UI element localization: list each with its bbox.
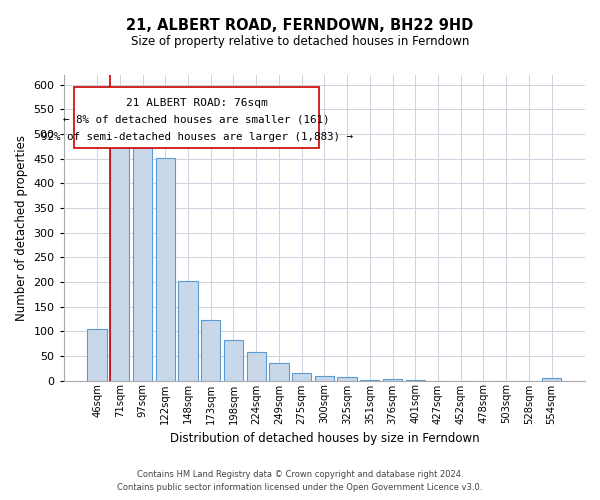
Bar [542, 378, 562, 380]
Bar [314, 376, 334, 380]
Bar [201, 320, 220, 380]
Text: Contains HM Land Registry data © Crown copyright and database right 2024.
Contai: Contains HM Land Registry data © Crown c… [118, 470, 482, 492]
Y-axis label: Number of detached properties: Number of detached properties [15, 135, 28, 321]
Bar [292, 372, 311, 380]
Bar [383, 379, 402, 380]
Bar [155, 158, 175, 380]
Bar [224, 340, 243, 380]
Bar [247, 352, 266, 380]
Bar [178, 281, 197, 380]
Bar [269, 363, 289, 380]
FancyBboxPatch shape [74, 87, 319, 148]
Bar [88, 329, 107, 380]
Bar [110, 139, 130, 380]
Bar [133, 140, 152, 380]
Text: 92% of semi-detached houses are larger (1,883) →: 92% of semi-detached houses are larger (… [41, 132, 353, 141]
Text: 21 ALBERT ROAD: 76sqm: 21 ALBERT ROAD: 76sqm [126, 98, 268, 108]
Text: 21, ALBERT ROAD, FERNDOWN, BH22 9HD: 21, ALBERT ROAD, FERNDOWN, BH22 9HD [127, 18, 473, 32]
Bar [337, 376, 357, 380]
Text: ← 8% of detached houses are smaller (161): ← 8% of detached houses are smaller (161… [64, 114, 330, 124]
X-axis label: Distribution of detached houses by size in Ferndown: Distribution of detached houses by size … [170, 432, 479, 445]
Text: Size of property relative to detached houses in Ferndown: Size of property relative to detached ho… [131, 35, 469, 48]
